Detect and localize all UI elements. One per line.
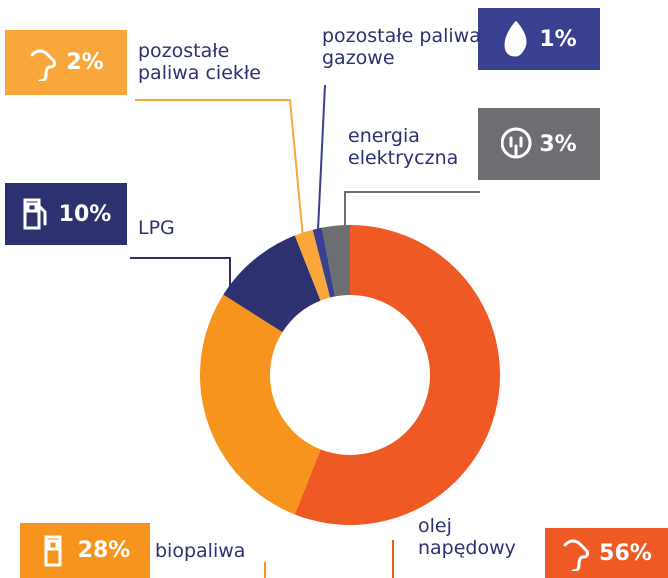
icon bbox=[30, 49, 57, 81]
category-label: olej napędowy bbox=[418, 515, 516, 559]
icon bbox=[44, 535, 62, 566]
donut-segment bbox=[199, 294, 321, 515]
value-box: 3% bbox=[478, 108, 600, 180]
value-box: 28% bbox=[20, 523, 150, 578]
icon bbox=[504, 21, 527, 57]
icon bbox=[23, 198, 47, 230]
value-label: 10% bbox=[58, 201, 112, 227]
icon-shape bbox=[30, 49, 57, 81]
value-label: 3% bbox=[539, 131, 577, 157]
value-label: 56% bbox=[599, 540, 652, 566]
leader-line bbox=[130, 257, 231, 288]
icon-shape bbox=[504, 21, 527, 57]
value-label: 2% bbox=[66, 50, 104, 75]
category-label: LPG bbox=[138, 217, 175, 239]
category-label: biopaliwa bbox=[155, 540, 246, 562]
category-label: pozostałe paliwa ciekłe bbox=[138, 40, 261, 84]
icon-shape bbox=[23, 198, 47, 230]
category-label: pozostałe paliwa gazowe bbox=[322, 25, 481, 69]
category-label: energia elektryczna bbox=[348, 125, 459, 169]
donut-segment bbox=[321, 225, 350, 297]
value-label: 1% bbox=[539, 26, 577, 52]
icon bbox=[563, 539, 590, 571]
value-box: 56% bbox=[545, 528, 668, 578]
icon-shape bbox=[501, 127, 532, 159]
donut-segment bbox=[223, 235, 321, 333]
value-box: 2% bbox=[5, 30, 127, 95]
icon-shape bbox=[563, 539, 590, 571]
icon bbox=[501, 127, 532, 159]
icon-shape bbox=[44, 535, 62, 566]
donut-segment bbox=[294, 225, 500, 525]
value-box: 10% bbox=[5, 183, 127, 245]
leader-line bbox=[344, 191, 480, 228]
donut-segment bbox=[312, 227, 336, 298]
donut-segment bbox=[294, 229, 331, 301]
leader-line bbox=[317, 84, 326, 231]
value-label: 28% bbox=[77, 538, 131, 563]
value-box: 1% bbox=[478, 8, 600, 70]
leader-line bbox=[135, 99, 304, 239]
